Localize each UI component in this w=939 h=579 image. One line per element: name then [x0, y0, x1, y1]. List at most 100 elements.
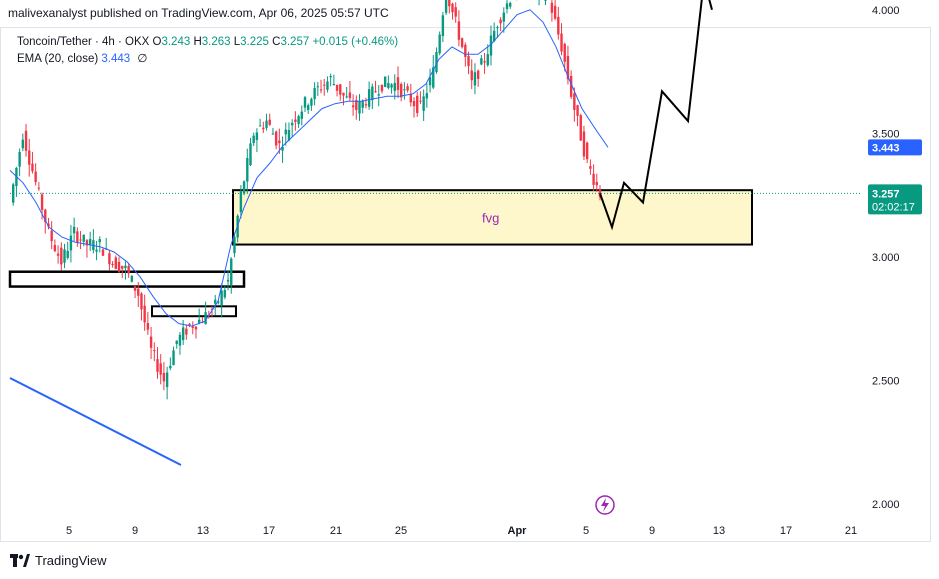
candle-body [117, 261, 121, 272]
candle-body [589, 166, 592, 169]
x-axis-tick: Apr [508, 525, 528, 537]
candle-body [403, 89, 406, 91]
candle-body [271, 133, 275, 135]
candle-body [595, 182, 598, 186]
candle-body [307, 105, 310, 110]
candle-body [226, 279, 230, 282]
x-axis-tick: 5 [66, 525, 72, 537]
candle-body [56, 253, 60, 256]
candle-body [419, 100, 422, 102]
y-axis-tick: 2.000 [872, 499, 900, 511]
candle-body [242, 181, 246, 194]
candle-body [66, 250, 69, 258]
candle-body [278, 140, 281, 144]
x-axis-tick: 5 [583, 525, 589, 537]
chart-legend: Toncoin/Tether · 4h · OKX O3.243 H3.263 … [17, 34, 398, 68]
candle-body [18, 151, 21, 167]
candle-body [579, 115, 582, 141]
candle-body [268, 119, 271, 125]
candle-body [557, 16, 560, 35]
candle-body [582, 131, 586, 157]
candle-body [342, 92, 345, 96]
candle-body [98, 239, 101, 243]
candle-body [387, 82, 390, 88]
candle-body [246, 157, 249, 182]
candle-body [329, 76, 332, 78]
candle-body [592, 173, 595, 185]
countdown-text: 02:02:17 [872, 201, 915, 213]
candle-body [509, 3, 512, 7]
ema-value: 3.443 [101, 53, 131, 65]
candle-body [563, 43, 566, 62]
ema-label[interactable]: EMA (20, close) [17, 53, 99, 65]
candle-body [483, 61, 486, 63]
chart-frame [0, 27, 931, 542]
candle-body [239, 191, 243, 212]
candle-body [502, 12, 506, 22]
candle-body [323, 84, 326, 86]
candle-body [297, 116, 300, 124]
candle-body [310, 98, 313, 106]
symbol-label[interactable]: Toncoin/Tether · 4h · OKX [17, 36, 150, 48]
candle-body [390, 84, 393, 88]
candle-body [233, 236, 236, 254]
x-axis-tick: 21 [330, 525, 342, 537]
open-label: O [152, 36, 162, 48]
x-axis-tick: 21 [845, 525, 857, 537]
ema-price-tag [868, 139, 922, 156]
candle-body [476, 70, 480, 79]
candle-body [355, 100, 358, 110]
candle-body [473, 72, 477, 86]
candle-body [467, 56, 470, 67]
x-axis-tick: 17 [780, 525, 792, 537]
close-label: C [272, 36, 281, 48]
candle-body [460, 38, 464, 48]
candle-body [143, 305, 146, 323]
candle-body [127, 266, 130, 274]
candle-body [348, 92, 352, 99]
candle-body [499, 19, 502, 24]
candle-body [185, 328, 188, 335]
candle-body [88, 239, 92, 246]
candle-body [489, 35, 493, 56]
x-axis-tick: 9 [649, 525, 655, 537]
candle-body [149, 336, 153, 348]
candle-body [191, 326, 194, 328]
candle-body [121, 265, 124, 269]
tradingview-logo-icon [10, 553, 30, 567]
candle-body [95, 249, 98, 252]
candle-body [412, 101, 416, 107]
candle-body [399, 83, 403, 98]
candle-body [210, 309, 214, 311]
low-value: 3.225 [240, 36, 269, 48]
projection-path [599, 0, 713, 231]
ema-hidden-icon[interactable]: ∅ [137, 53, 148, 65]
candle-body [156, 359, 159, 372]
candle-body [441, 15, 445, 37]
candle-body [326, 81, 329, 90]
candle-body [79, 239, 82, 241]
candle-body [367, 89, 371, 107]
candle-body [21, 139, 25, 149]
candle-body [181, 327, 185, 341]
ema-row: EMA (20, close) 3.443 ∅ [17, 51, 398, 68]
minor-level [151, 305, 237, 318]
candle-body [165, 372, 169, 388]
x-axis-tick: 25 [395, 525, 407, 537]
candle-body [172, 350, 175, 366]
candle-body [380, 84, 384, 92]
candle-body [72, 226, 76, 234]
candle-body [438, 34, 441, 54]
candle-body [544, 0, 547, 1]
candle-body [358, 101, 361, 114]
publish-header: malivexanalyst published on TradingView.… [8, 6, 389, 20]
candle-body [361, 100, 364, 108]
candle-body [76, 231, 79, 243]
ema-line [9, 9, 609, 327]
candle-body [435, 52, 438, 73]
candle-body [287, 129, 291, 141]
candle-body [377, 94, 380, 96]
candle-body [339, 84, 342, 95]
candle-body [464, 44, 467, 57]
